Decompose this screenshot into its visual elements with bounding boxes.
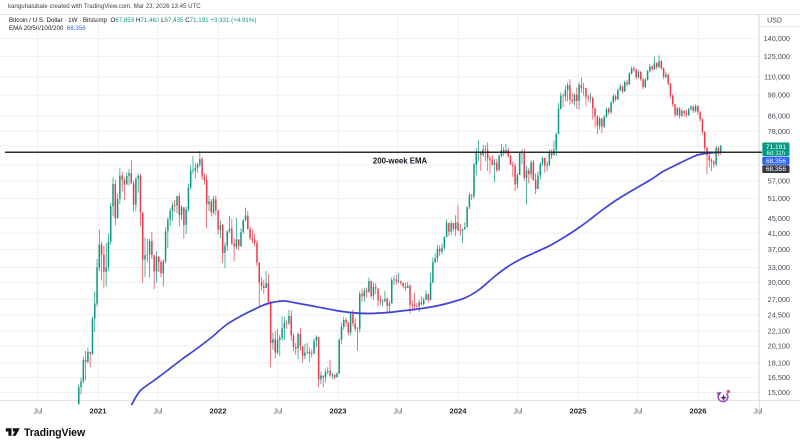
svg-text:68,356: 68,356: [766, 158, 787, 165]
svg-text:2022: 2022: [209, 407, 226, 416]
svg-text:Jul: Jul: [634, 409, 643, 416]
svg-text:Jul: Jul: [754, 409, 763, 416]
svg-text:16,500: 16,500: [768, 373, 790, 382]
svg-text:33,000: 33,000: [768, 263, 790, 272]
svg-text:24,500: 24,500: [768, 310, 790, 319]
svg-text:2021: 2021: [89, 407, 107, 416]
svg-text:Jul: Jul: [34, 409, 43, 416]
svg-text:Jul: Jul: [514, 409, 523, 416]
svg-text:2024: 2024: [449, 407, 467, 416]
svg-text:USD: USD: [767, 18, 782, 25]
svg-text:86,000: 86,000: [768, 111, 790, 120]
svg-text:2025: 2025: [569, 407, 587, 416]
svg-text:18,100: 18,100: [768, 358, 790, 367]
svg-text:140,000: 140,000: [764, 34, 790, 43]
svg-text:6d 11h: 6d 11h: [767, 150, 786, 157]
svg-text:30,000: 30,000: [768, 278, 790, 287]
svg-text:200-week EMA: 200-week EMA: [373, 157, 428, 166]
svg-text:2023: 2023: [329, 407, 346, 416]
svg-text:41,000: 41,000: [768, 229, 790, 238]
svg-text:2026: 2026: [689, 407, 706, 416]
svg-text:57,000: 57,000: [768, 177, 790, 186]
svg-text:TradingView: TradingView: [24, 427, 86, 439]
svg-text:37,000: 37,000: [768, 245, 790, 254]
svg-text:78,000: 78,000: [768, 127, 790, 136]
svg-text:45,000: 45,000: [768, 214, 790, 223]
svg-text:20,100: 20,100: [768, 342, 790, 351]
svg-text:27,000: 27,000: [768, 295, 790, 304]
svg-text:51,000: 51,000: [768, 194, 790, 203]
svg-text:125,000: 125,000: [764, 52, 790, 61]
svg-text:22,100: 22,100: [768, 327, 790, 336]
svg-text:71,191: 71,191: [766, 144, 787, 151]
svg-text:Jul: Jul: [274, 409, 283, 416]
svg-text:110,000: 110,000: [764, 72, 790, 81]
svg-text:98,000: 98,000: [768, 91, 790, 100]
svg-text:68,356: 68,356: [766, 166, 787, 173]
svg-text:Jul: Jul: [154, 409, 163, 416]
svg-text:Jul: Jul: [394, 409, 403, 416]
svg-text:15,000: 15,000: [768, 388, 790, 397]
